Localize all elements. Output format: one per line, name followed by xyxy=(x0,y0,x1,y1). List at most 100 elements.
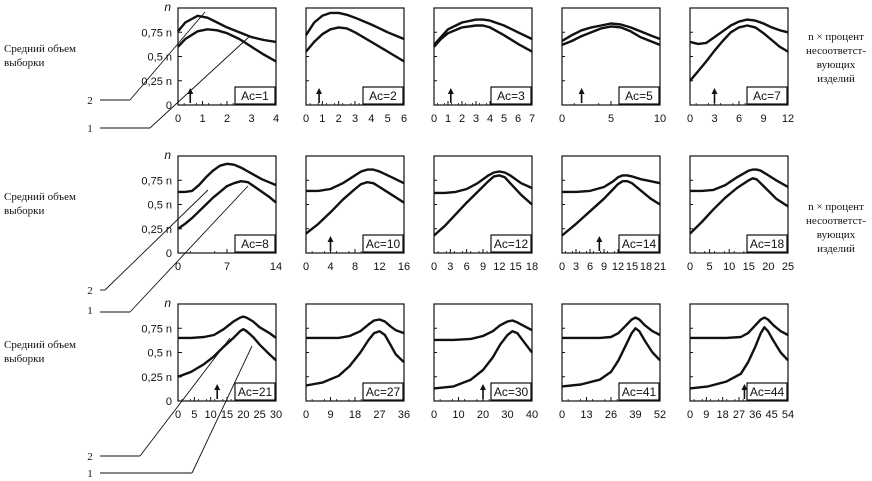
ac-box xyxy=(234,382,276,401)
x-tick-label: 3 xyxy=(447,261,453,273)
x-tick-label: 0 xyxy=(559,409,565,421)
x-tick-label: 0 xyxy=(303,409,309,421)
x-tick-label: 10 xyxy=(205,409,217,421)
x-tick-label: 0 xyxy=(559,261,565,273)
x-tick-label: 15 xyxy=(510,261,522,273)
x-tick-label: 30 xyxy=(501,409,513,421)
x-axis-label-row2: n × процент несоответст- вующих изделий xyxy=(800,200,872,256)
x-tick-label: 5 xyxy=(385,113,391,125)
xlabel-line2: несоответст- xyxy=(806,215,866,227)
ac-label: Ac=27 xyxy=(366,385,401,399)
arrow-head xyxy=(578,88,585,94)
curve-2-label: 2 xyxy=(87,95,93,107)
ac-box xyxy=(746,86,788,105)
curve-2 xyxy=(690,168,789,193)
x-tick-label: 27 xyxy=(733,409,745,421)
chart-panel: 0 4 8 12 16 Ac=10 xyxy=(303,155,410,273)
ac-box xyxy=(746,382,788,401)
x-tick-label: 21 xyxy=(654,261,666,273)
x-tick-label: 0 xyxy=(687,113,693,125)
curve-1 xyxy=(561,25,661,47)
callout-leader-1 xyxy=(129,185,249,313)
chart-panel: 0 5 10 15 20 25 Ac=18 xyxy=(687,155,794,273)
x-tick-label: 13 xyxy=(580,409,592,421)
ylabel-line2: выборки xyxy=(4,353,45,365)
x-tick-label: 54 xyxy=(782,409,794,421)
x-tick-label: 2 xyxy=(459,113,465,125)
ac-box xyxy=(618,86,660,105)
ac-label: Ac=7 xyxy=(753,89,781,103)
arrow-head xyxy=(741,384,748,390)
x-tick-label: 1 xyxy=(319,113,325,125)
chart-panel: 0 13 26 39 52 Ac=41 xyxy=(559,303,666,421)
x-tick-label: 9 xyxy=(703,409,709,421)
x-tick-label: 18 xyxy=(349,409,361,421)
x-tick-label: 3 xyxy=(248,113,254,125)
ac-box xyxy=(490,86,532,105)
x-tick-label: 0 xyxy=(559,113,565,125)
x-tick-label: 18 xyxy=(640,261,652,273)
x-tick-label: 7 xyxy=(529,113,535,125)
ac-label: Ac=21 xyxy=(238,385,273,399)
curve-2 xyxy=(306,168,405,193)
ac-box xyxy=(234,234,276,253)
x-tick-label: 5 xyxy=(608,113,614,125)
x-tick-label: 6 xyxy=(515,113,521,125)
x-tick-label: 30 xyxy=(270,409,282,421)
curve-1 xyxy=(305,181,405,235)
x-tick-label: 2 xyxy=(224,113,230,125)
ac-label: Ac=5 xyxy=(625,89,653,103)
curve-2 xyxy=(178,162,277,194)
ac-box xyxy=(362,86,404,105)
x-tick-label: 18 xyxy=(717,409,729,421)
x-tick-label: 6 xyxy=(464,261,470,273)
curve-2 xyxy=(178,315,277,340)
y-tick-label: 0,75 n xyxy=(141,27,172,39)
curve-2 xyxy=(690,316,789,340)
chart-panel: 0 3 6 9 12 15 18 Ac=12 xyxy=(431,155,538,273)
curve-1 xyxy=(177,180,277,230)
y-axis-label-row2: Средний объем выборки xyxy=(4,190,104,218)
curve-1 xyxy=(689,177,789,235)
ac-label: Ac=1 xyxy=(241,89,269,103)
curve-callouts: 21 xyxy=(87,11,251,135)
xlabel-line1: n × процент xyxy=(808,31,864,43)
curve-1 xyxy=(177,28,277,63)
callout-leader-2 xyxy=(139,337,231,457)
x-tick-label: 15 xyxy=(626,261,638,273)
x-tick-label: 2 xyxy=(336,113,342,125)
x-tick-label: 9 xyxy=(760,113,766,125)
y-tick-label: 0,5 n xyxy=(148,200,172,212)
x-tick-label: 18 xyxy=(526,261,538,273)
x-tick-label: 0 xyxy=(303,261,309,273)
x-tick-label: 5 xyxy=(191,409,197,421)
arrow-head xyxy=(480,384,486,390)
chart-panel: 0 10 20 30 40 Ac=30 xyxy=(431,303,538,421)
arrow-head xyxy=(316,88,323,94)
arrow-head xyxy=(711,88,718,94)
ac-box xyxy=(490,234,532,253)
chart-panel: 0 3 6 9 12 15 18 21 Ac=14 xyxy=(559,155,666,273)
y-axis-n-label: n xyxy=(164,0,171,14)
x-tick-label: 0 xyxy=(687,261,693,273)
x-tick-label: 20 xyxy=(762,261,774,273)
ac-label: Ac=14 xyxy=(622,237,657,251)
x-tick-label: 39 xyxy=(629,409,641,421)
ac-label: Ac=44 xyxy=(750,385,785,399)
y-tick-label: 0 xyxy=(166,100,172,112)
x-tick-label: 12 xyxy=(782,113,794,125)
callout-leader-1 xyxy=(191,345,253,474)
callout-leader-2 xyxy=(104,189,209,291)
x-tick-label: 0 xyxy=(175,409,181,421)
chart-panel: 0 1 2 3 4 n 0,25 n 0,5 n 0,75 n 0 Ac=1 xyxy=(141,0,279,125)
ac-label: Ac=8 xyxy=(241,237,269,251)
ac-label: Ac=12 xyxy=(494,237,529,251)
x-tick-label: 8 xyxy=(352,261,358,273)
x-tick-label: 12 xyxy=(373,261,385,273)
y-tick-label: 0,75 n xyxy=(141,323,172,335)
curve-1-label: 1 xyxy=(87,123,93,135)
x-tick-label: 1 xyxy=(445,113,451,125)
